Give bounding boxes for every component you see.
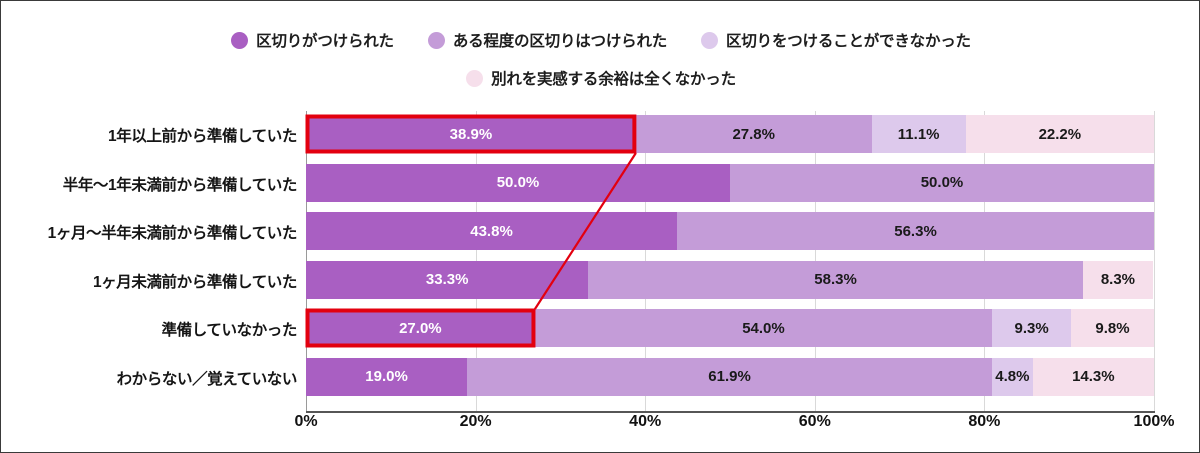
category-label: 半年〜1年未満前から準備していた [62,176,298,194]
bar-segment[interactable]: 54.0% [534,309,993,347]
bar-segment-value: 11.1% [897,125,940,143]
x-axis-tick-label: 80% [968,413,1001,430]
bar-segment-value: 54.0% [742,319,785,337]
bar-segment[interactable]: 58.3% [588,260,1083,299]
bar-segment-value: 27.8% [732,125,775,143]
bar-segment[interactable]: 43.8% [306,212,678,250]
bar-segment-value: 50.0% [920,174,964,191]
category-label: 1年以上前から準備していた [108,128,297,145]
chart-legend: 区切りがつけられた ある程度の区切りはつけられた 区切りをつけることができなかった別… [1,29,1199,105]
bar-segment[interactable]: 22.2% [965,115,1154,153]
bar-segment-value: 50.0% [496,174,540,191]
bar-segment[interactable]: 38.9% [306,115,636,153]
legend-item-label: 別れを実感する余裕は全くなかった [491,71,736,88]
stacked-bar-row: 43.8% 56.3% [306,212,1154,250]
legend-item[interactable]: 区切りをつけることができなかった [701,29,971,51]
stacked-bar-row: 19.0% 61.9% 4.8% 14.3% [306,357,1154,396]
stacked-bar-row: 33.3% 58.3% 8.3% [306,260,1154,299]
x-axis-tick-label: 100% [1133,413,1175,430]
bar-segment[interactable]: 9.3% [992,309,1071,347]
legend-dot-icon [231,31,249,49]
bar-segment-value: 27.0% [399,319,442,337]
x-axis-tick-label: 20% [459,413,492,430]
x-axis-tick-label: 60% [798,413,831,430]
chart-plot-region: 1年以上前から準備していた半年〜1年未満前から準備していた 1ヶ月〜半年未満前から… [1,111,1199,411]
bar-segment-value: 38.9% [449,125,493,143]
x-axis-tick-label: 0% [294,413,318,430]
bar-segment[interactable]: 19.0% [306,357,468,396]
stacked-bar-row: 27.0% 54.0% 9.3% 9.8% [306,309,1154,347]
bar-segment-value: 9.8% [1095,319,1130,337]
bar-segment[interactable]: 4.8% [992,357,1033,396]
bar-segment[interactable]: 50.0% [306,163,730,202]
category-axis-labels: 1年以上前から準備していた半年〜1年未満前から準備していた 1ヶ月〜半年未満前から… [1,111,298,411]
x-axis-ticks: 0% 20% 40% 60% 80% 100% [294,413,1174,439]
legend-dot-icon [466,69,484,87]
legend-row: 区切りがつけられた ある程度の区切りはつけられた 区切りをつけることができなかった [1,29,1199,51]
bar-segment-value: 58.3% [814,271,857,288]
bar-segment-value: 22.2% [1038,125,1082,143]
bar-segment[interactable]: 50.0% [730,163,1154,202]
legend-item[interactable]: 区切りがつけられた [231,29,394,51]
bar-segment-value: 43.8% [470,222,513,240]
bar-segment[interactable]: 14.3% [1032,357,1154,396]
bar-segment-value: 61.9% [708,368,751,385]
bar-segment-value: 19.0% [365,368,408,385]
legend-item[interactable]: 別れを実感する余裕は全くなかった [466,67,736,89]
category-label: 準備していなかった [161,322,298,339]
bars-area: 38.9% 27.8% 11.1% 22.2% 50.0% 50.0% 43.8% 56.3%… [306,111,1155,411]
category-label: わからない／覚えていない [116,370,298,388]
bar-segment[interactable]: 56.3% [677,212,1154,250]
legend-item-label: 区切りをつけることができなかった [726,33,971,50]
category-label: 1ヶ月未満前から準備していた [92,273,297,291]
bar-segment[interactable]: 9.8% [1070,309,1154,347]
grid-line [1154,111,1155,411]
x-axis-line [306,411,1155,413]
bar-segment[interactable]: 8.3% [1082,260,1154,299]
legend-row: 別れを実感する余裕は全くなかった [1,67,1199,89]
stacked-bar-row: 38.9% 27.8% 11.1% 22.2% [306,115,1154,153]
legend-dot-icon [427,31,445,49]
legend-dot-icon [701,31,719,49]
bar-segment-value: 9.3% [1014,319,1049,337]
x-axis-tick-label: 40% [629,413,662,430]
bar-segment[interactable]: 27.0% [306,309,535,347]
category-label: 1ヶ月〜半年未満前から準備していた [47,225,298,242]
bar-segment[interactable]: 11.1% [871,115,966,153]
bar-segment[interactable]: 61.9% [467,357,993,396]
bar-segment-value: 33.3% [425,271,469,288]
bar-segment-value: 8.3% [1100,271,1136,288]
bar-segment-value: 14.3% [1072,368,1115,385]
legend-item[interactable]: ある程度の区切りはつけられた [427,29,668,51]
bar-segment-value: 4.8% [995,368,1030,385]
bar-segment-value: 56.3% [894,222,937,240]
bar-segment[interactable]: 27.8% [635,115,872,153]
legend-item-label: 区切りがつけられた [256,33,394,50]
legend-item-label: ある程度の区切りはつけられた [452,33,668,50]
bar-segment[interactable]: 33.3% [306,260,589,299]
stacked-bar-row: 50.0% 50.0% [306,163,1154,202]
